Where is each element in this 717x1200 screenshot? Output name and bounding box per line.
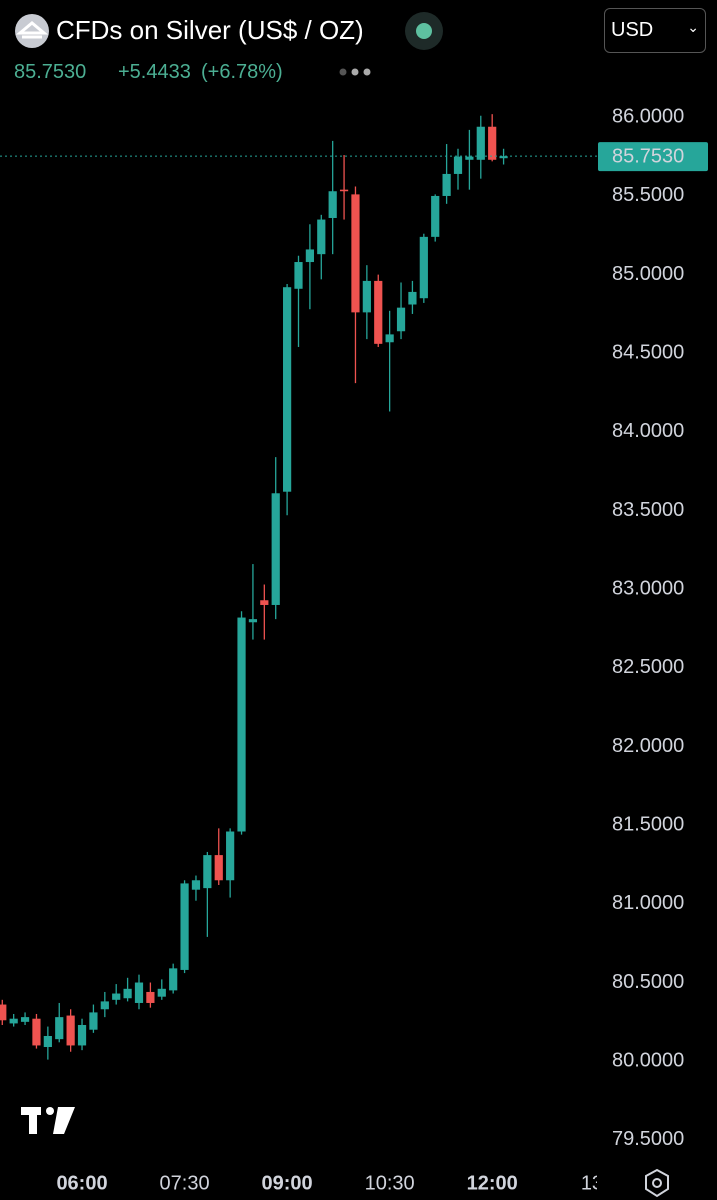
candle-body (442, 173, 451, 196)
x-tick-label: 12:00 (467, 1172, 518, 1194)
y-tick-label: 82.0000 (612, 735, 684, 757)
candle-body (89, 1012, 98, 1030)
candle-body (305, 249, 314, 263)
candle-body (260, 600, 269, 605)
candle-body (191, 880, 201, 890)
candle-body (169, 968, 178, 991)
currency-label: USD (611, 19, 654, 41)
candle-body (419, 236, 428, 299)
y-tick-label: 84.0000 (612, 420, 684, 442)
y-tick-label: 85.5000 (612, 184, 684, 206)
settings-icon[interactable] (645, 1168, 669, 1198)
candle-body (476, 126, 485, 160)
candle-body (328, 191, 337, 218)
candle-body (294, 262, 303, 289)
candle-body (396, 307, 406, 332)
candle-body (146, 991, 155, 1003)
candle-body (20, 1017, 30, 1022)
candle-body (203, 855, 212, 889)
symbol-logo (15, 14, 49, 48)
candle-body (214, 855, 223, 881)
price-change-percent: (+6.78%) (201, 61, 283, 83)
candle-body (157, 988, 166, 997)
y-tick-label: 80.0000 (612, 1049, 684, 1071)
candle-body (317, 219, 326, 255)
candle-body (123, 988, 132, 999)
candle-body (488, 126, 497, 160)
candle-body (465, 156, 474, 160)
x-tick-label: 10:30 (365, 1172, 415, 1194)
y-tick-label: 83.5000 (612, 499, 684, 521)
symbol-title: CFDs on Silver (US$ / OZ) (56, 15, 364, 45)
candle-body (9, 1018, 18, 1024)
last-price: 85.7530 (14, 61, 87, 83)
candle-body (32, 1018, 41, 1046)
x-axis: 06:00 07:30 09:00 10:30 12:00 13: (56, 1172, 609, 1194)
candle-body (112, 993, 121, 1000)
candle-body (66, 1015, 75, 1046)
candle-body (226, 831, 235, 881)
candle-body (55, 1017, 64, 1040)
x-tick-label: 09:00 (262, 1172, 313, 1194)
candle-body (339, 189, 349, 192)
candle-body (351, 194, 360, 313)
candle-body (385, 334, 394, 343)
last-price-tag (598, 142, 708, 172)
candle-body (408, 291, 417, 305)
candle-body (362, 280, 371, 313)
candle-body (0, 1004, 7, 1021)
candle-body (271, 493, 280, 605)
candle-body (100, 1001, 109, 1010)
y-tick-label: 84.5000 (612, 342, 684, 364)
y-tick-label: 80.5000 (612, 971, 684, 993)
dropdown-caret: ⌄ (687, 19, 699, 35)
candle-body (499, 156, 508, 159)
candle-body (283, 287, 292, 492)
y-tick-label: 83.0000 (612, 578, 684, 600)
candle-body (180, 883, 189, 970)
y-tick-label: 85.0000 (612, 263, 684, 285)
candle-body (43, 1036, 52, 1048)
y-tick-label: 82.5000 (612, 656, 684, 678)
y-tick-label: 79.5000 (612, 1128, 684, 1150)
candle-body (134, 982, 144, 1003)
tradingview-logo (21, 1107, 75, 1134)
candle-body (237, 617, 246, 832)
candle-body (248, 619, 258, 623)
x-tick-label: 13: (581, 1172, 609, 1194)
candle-body (453, 156, 463, 174)
x-tick-label: 06:00 (56, 1172, 107, 1194)
candle-body (431, 195, 440, 237)
market-status[interactable] (404, 11, 444, 51)
y-tick-label: 86.0000 (612, 106, 684, 128)
more-menu[interactable] (337, 66, 377, 78)
price-change: +5.4433 (118, 61, 191, 83)
y-tick-label: 81.5000 (612, 813, 684, 835)
last-price-label: 85.7530 (612, 145, 684, 167)
header: CFDs on Silver (US$ / OZ) USD ⌄ 85.7530 … (0, 0, 717, 95)
y-tick-label: 81.0000 (612, 892, 684, 914)
candle-body (374, 280, 383, 344)
currency-select[interactable]: USD ⌄ (604, 8, 706, 53)
candle-body (77, 1024, 87, 1046)
x-tick-label: 07:30 (160, 1172, 210, 1194)
